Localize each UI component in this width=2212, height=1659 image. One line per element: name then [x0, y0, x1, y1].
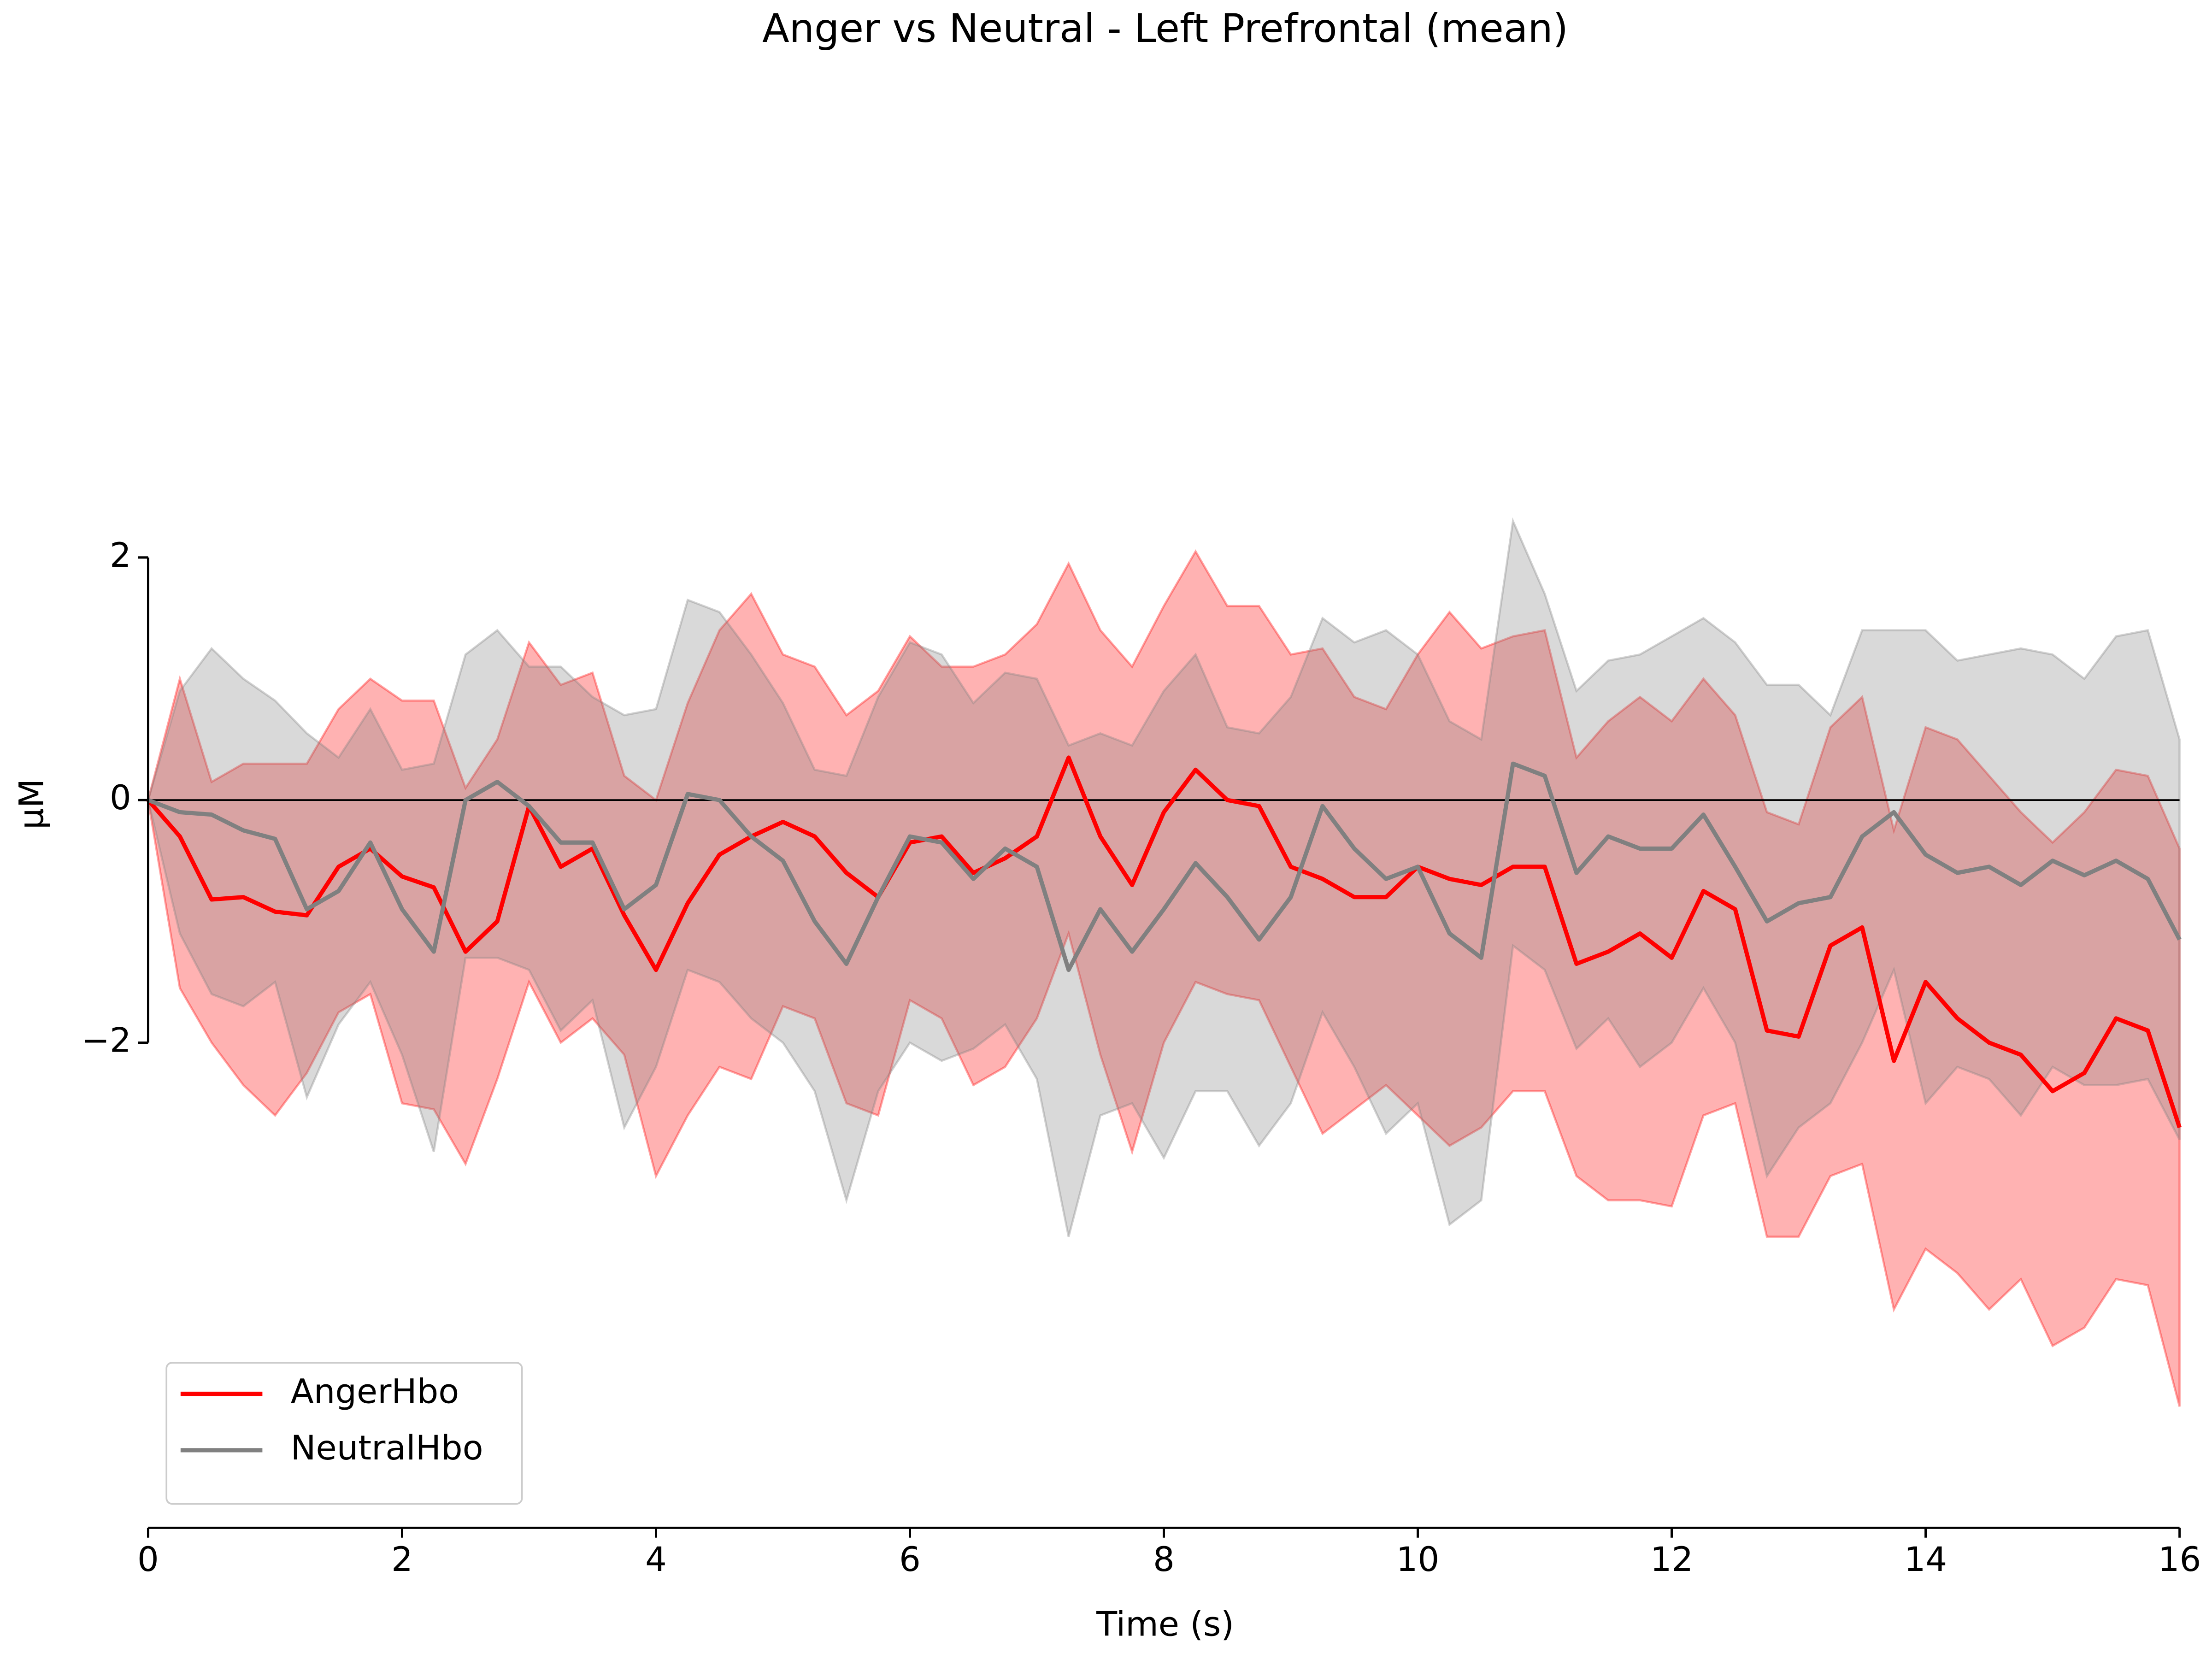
x-tick-label: 14 [1904, 1540, 1947, 1579]
x-axis-label: Time (s) [1096, 1605, 1234, 1644]
x-tick-label: 4 [645, 1540, 667, 1579]
axes: −2 0 2 0 2 4 6 8 10 12 14 16 [81, 536, 2201, 1579]
chart-title: Anger vs Neutral - Left Prefrontal (mean… [762, 6, 1568, 52]
y-tick-label: 0 [110, 778, 131, 818]
series-line [146, 755, 2182, 1129]
x-tick-label: 16 [2158, 1540, 2201, 1579]
x-tick-label: 10 [1396, 1540, 1439, 1579]
bands [147, 517, 2181, 1407]
legend-box [165, 1362, 523, 1505]
legend-label: AngerHbo [291, 1372, 459, 1412]
x-tick-label: 0 [137, 1540, 159, 1579]
y-axis-label: µM [12, 779, 51, 830]
confidence-band [147, 549, 2181, 1407]
x-tick-label: 6 [899, 1540, 921, 1579]
lines [146, 755, 2182, 1129]
series-line [147, 761, 2182, 972]
y-tick-label: 2 [110, 536, 131, 575]
y-tick-label: −2 [81, 1021, 131, 1060]
legend-label: NeutralHbo [291, 1429, 483, 1468]
x-tick-label: 2 [391, 1540, 413, 1579]
x-tick-label: 12 [1650, 1540, 1693, 1579]
legend: AngerHbo NeutralHbo [165, 1362, 523, 1505]
x-tick-label: 8 [1153, 1540, 1175, 1579]
